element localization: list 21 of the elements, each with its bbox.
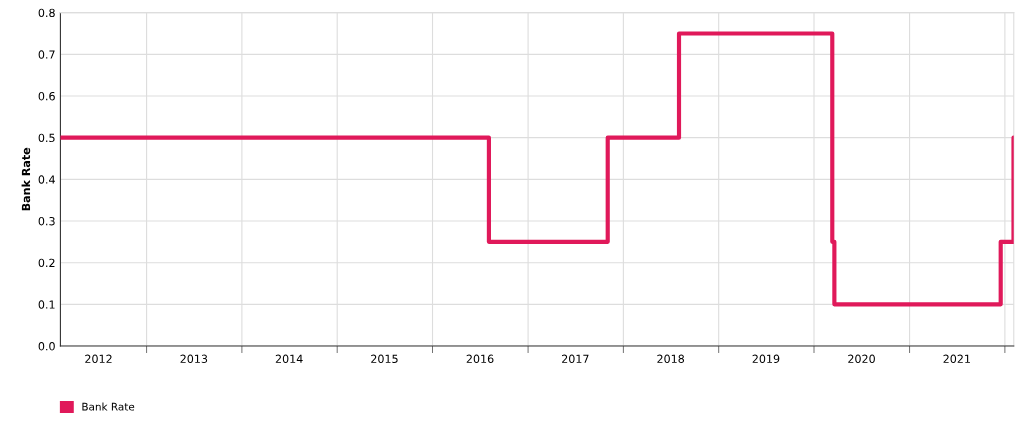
y-tick-label: 0.5 — [38, 133, 55, 143]
y-tick-label: 0.2 — [38, 258, 55, 268]
y-tick-label: 0.8 — [38, 8, 55, 18]
x-tick-label: 2017 — [562, 354, 589, 363]
y-tick-label: 0.4 — [38, 175, 55, 184]
x-tick-label: 2013 — [180, 354, 208, 363]
x-tick-label: 2020 — [848, 354, 875, 363]
y-tick-label: 0.1 — [38, 300, 55, 309]
x-tick-label: 2012 — [85, 354, 112, 363]
x-tick-label: 2015 — [371, 354, 398, 363]
y-tick-label: 0.0 — [38, 342, 55, 351]
x-tick-label: 2014 — [275, 354, 303, 363]
y-axis-title: Bank Rate — [21, 147, 31, 211]
x-tick-label: 2016 — [466, 354, 494, 363]
x-tick-label: 2019 — [752, 354, 780, 363]
y-tick-label: 0.3 — [38, 217, 55, 226]
x-tick-label: 2018 — [657, 354, 685, 363]
legend-label: Bank Rate — [82, 402, 135, 411]
y-tick-label: 0.6 — [38, 91, 55, 101]
x-tick-label: 2021 — [943, 354, 970, 363]
y-tick-label: 0.7 — [38, 50, 55, 59]
